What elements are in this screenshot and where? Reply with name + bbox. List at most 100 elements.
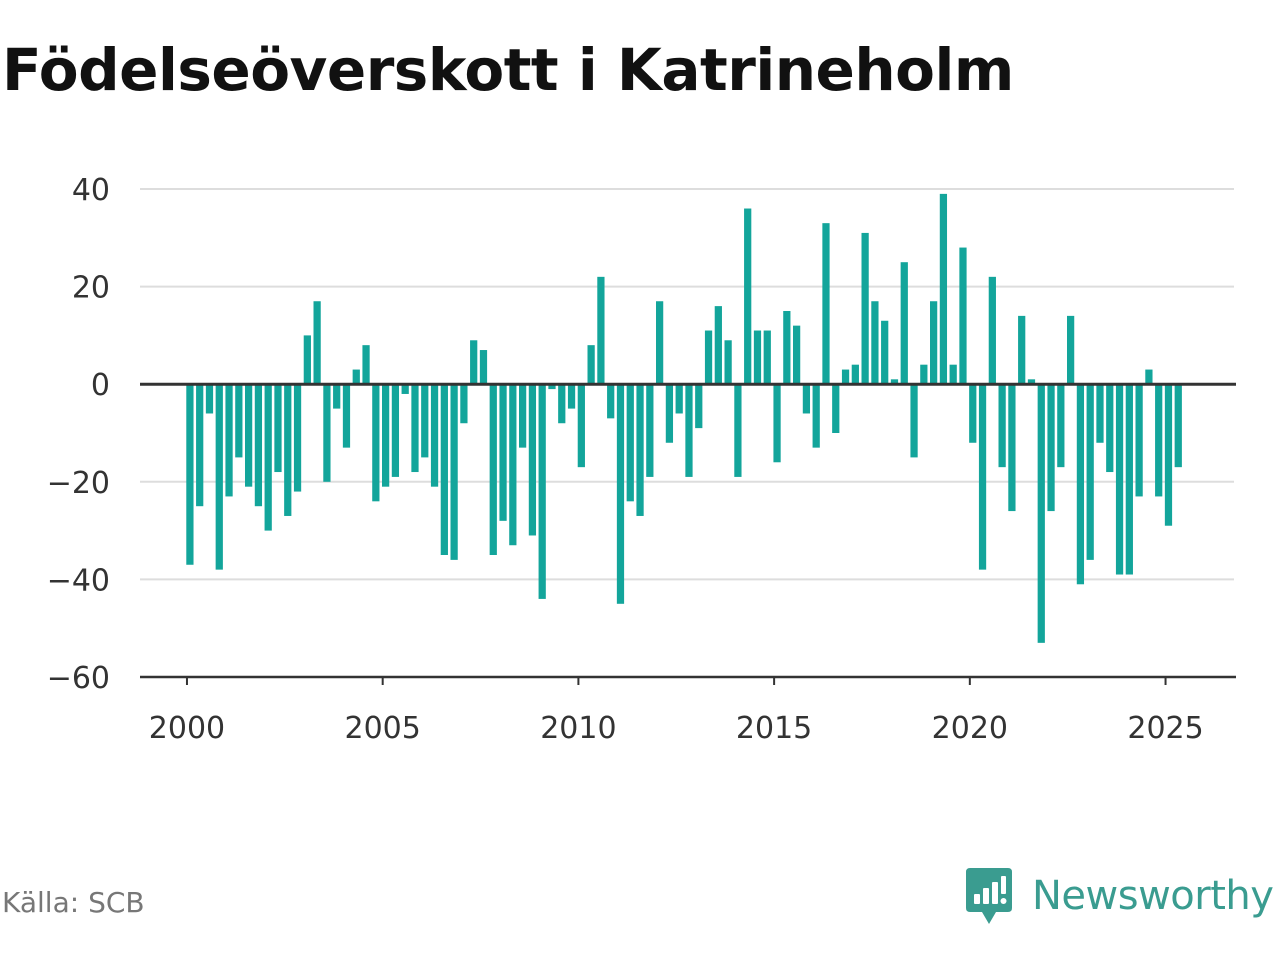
bar (470, 340, 478, 385)
bar (333, 384, 341, 409)
bar (499, 384, 507, 521)
bar (519, 384, 527, 448)
source-note: Källa: SCB (2, 886, 145, 919)
bar (714, 306, 722, 385)
bar (656, 301, 664, 385)
bar (264, 384, 272, 531)
bar (1106, 384, 1114, 473)
brand-logo: Newsworthy (964, 864, 1274, 928)
bar (1115, 384, 1124, 575)
bar (597, 276, 605, 385)
axes (140, 382, 1236, 685)
bar (440, 384, 448, 555)
bar (284, 384, 292, 516)
bar (939, 193, 948, 385)
bar (930, 301, 938, 385)
bar (1174, 384, 1182, 468)
chart-title: Födelseöverskott i Katrineholm (2, 36, 1014, 104)
bar (1135, 384, 1143, 497)
bar (538, 384, 546, 599)
bar (783, 311, 791, 385)
bar (342, 384, 351, 448)
bar (998, 384, 1006, 468)
bar (744, 208, 752, 385)
bar (1155, 384, 1163, 497)
x-axis-tick-labels: 2000 2005 2010 2015 2020 2025 (149, 711, 1204, 746)
bar (734, 384, 742, 477)
bar (812, 384, 820, 448)
x-tick-label: 2025 (1127, 711, 1203, 746)
bar (978, 384, 987, 570)
bar (587, 345, 595, 385)
bar (646, 384, 654, 477)
bar (753, 330, 762, 385)
bar (607, 384, 615, 419)
bar (636, 384, 644, 516)
bar (1018, 315, 1026, 385)
bar (528, 384, 537, 536)
bar (910, 384, 918, 458)
bar (1125, 384, 1133, 575)
bar (675, 384, 683, 414)
bar (293, 384, 302, 492)
bar (969, 384, 977, 443)
bar (851, 364, 859, 385)
bar (1076, 384, 1085, 585)
bar (832, 384, 840, 433)
bar (1164, 384, 1173, 526)
bar (1067, 315, 1075, 385)
bar (724, 340, 732, 385)
bar (254, 384, 263, 507)
bar (450, 384, 458, 560)
bar (567, 384, 576, 409)
y-tick-label: −60 (47, 661, 110, 696)
x-tick-label: 2015 (736, 711, 812, 746)
bar (352, 369, 360, 385)
bar (558, 384, 566, 424)
bar (274, 384, 282, 473)
bar (313, 301, 321, 385)
bar (186, 384, 194, 565)
bar (1096, 384, 1104, 443)
bar (303, 335, 311, 385)
bar (421, 384, 429, 458)
bar (430, 384, 439, 487)
bar (1057, 384, 1065, 468)
bar (695, 384, 703, 429)
x-tick-label: 2000 (149, 711, 225, 746)
newsworthy-logo-icon (966, 868, 1012, 924)
bar (959, 247, 967, 385)
bar (411, 384, 419, 473)
x-tick-label: 2020 (932, 711, 1008, 746)
y-axis-tick-labels: 40 20 0 −20 −40 −60 (47, 173, 110, 696)
bar (225, 384, 233, 497)
x-tick-label: 2005 (345, 711, 421, 746)
bar (1008, 384, 1016, 512)
bars (186, 193, 1182, 643)
bar (802, 384, 811, 414)
y-tick-label: 0 (91, 368, 110, 403)
brand-name: Newsworthy (1032, 873, 1274, 919)
y-tick-label: −20 (47, 466, 110, 501)
bar (616, 384, 625, 604)
bar (665, 384, 674, 443)
bar (362, 345, 370, 385)
bar (401, 384, 409, 394)
bar (577, 384, 585, 468)
bar (871, 301, 879, 385)
bar (460, 384, 468, 424)
bar (881, 320, 889, 385)
y-tick-label: 20 (72, 271, 110, 306)
bar (900, 262, 908, 385)
bar (773, 384, 781, 463)
bar (841, 369, 850, 385)
y-tick-label: −40 (47, 563, 110, 598)
bar (479, 350, 488, 385)
x-tick-label: 2010 (540, 711, 616, 746)
bar (1027, 379, 1036, 385)
bar (793, 325, 801, 385)
bar (949, 364, 957, 385)
bar (822, 223, 830, 385)
bar (509, 384, 517, 546)
